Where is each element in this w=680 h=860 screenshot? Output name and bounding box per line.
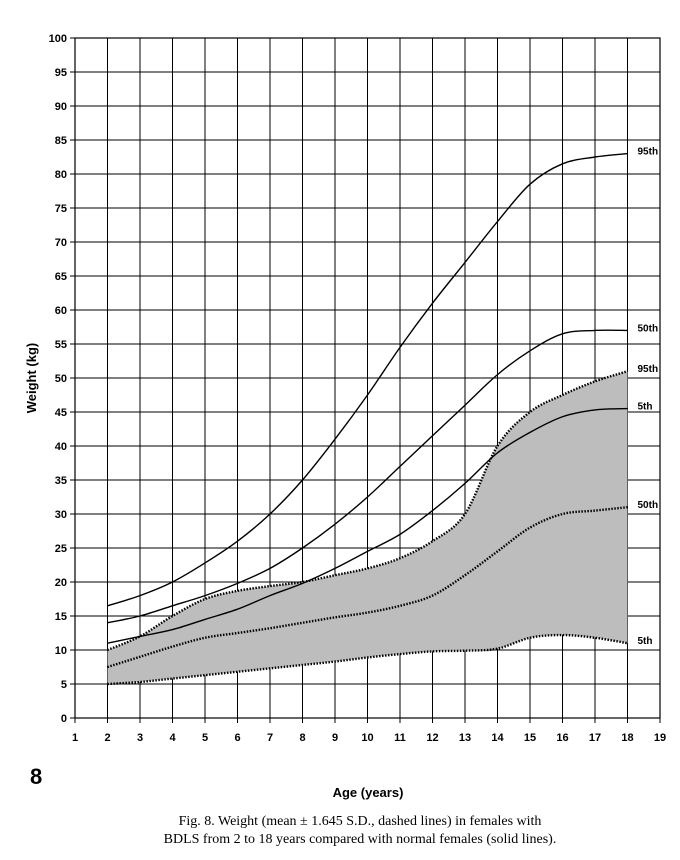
growth-chart: 0510152025303540455055606570758085909510… (24, 33, 666, 800)
figure-caption: Fig. 8. Weight (mean ± 1.645 S.D., dashe… (60, 813, 660, 849)
normal-50th-line (107, 329, 628, 624)
x-tick-label: 15 (524, 732, 536, 744)
x-tick-label: 10 (361, 732, 373, 744)
normal-95th-label: 95th (638, 147, 659, 158)
x-tick-label: 6 (234, 732, 240, 744)
y-tick-label: 10 (55, 645, 67, 657)
x-tick-label: 9 (332, 732, 338, 744)
bdls-5th-label: 5th (638, 636, 653, 647)
y-tick-label: 40 (55, 441, 67, 453)
x-axis-label: Age (years) (333, 785, 404, 800)
y-tick-label: 45 (55, 407, 67, 419)
y-tick-label: 20 (55, 577, 67, 589)
y-tick-label: 55 (55, 339, 67, 351)
x-tick-label: 19 (654, 732, 666, 744)
bdls-5th-line (107, 633, 628, 686)
x-tick-label: 17 (589, 732, 601, 744)
x-tick-label: 5 (202, 732, 208, 744)
y-tick-label: 60 (55, 305, 67, 317)
x-tick-label: 12 (426, 732, 438, 744)
x-tick-label: 13 (459, 732, 471, 744)
caption-line-1: Fig. 8. Weight (mean ± 1.645 S.D., dashe… (178, 814, 542, 829)
y-tick-label: 25 (55, 543, 67, 555)
y-tick-label: 90 (55, 101, 67, 113)
x-tick-label: 4 (169, 732, 176, 744)
bdls-95th-label: 95th (638, 364, 659, 375)
y-axis-label: Weight (kg) (24, 343, 39, 414)
x-tick-labels: 1 2 3 4 5 6 7 8 9 10 11 12 13 14 15 16 17 18 19 (72, 718, 666, 744)
page-number: 8 (30, 764, 43, 789)
x-tick-label: 14 (491, 732, 504, 744)
y-tick-label: 35 (55, 475, 67, 487)
x-tick-label: 18 (621, 732, 633, 744)
y-tick-label: 85 (55, 135, 67, 147)
y-tick-label: 65 (55, 271, 67, 283)
caption-line-2: BDLS from 2 to 18 years compared with no… (163, 832, 557, 847)
y-tick-label: 95 (55, 67, 67, 79)
bdls-50th-label: 50th (638, 500, 659, 511)
y-tick-label: 80 (55, 169, 67, 181)
y-tick-label: 70 (55, 237, 67, 249)
y-tick-label: 0 (61, 713, 67, 725)
y-tick-label: 75 (55, 203, 67, 215)
x-tick-label: 7 (267, 732, 273, 744)
y-tick-label: 5 (61, 679, 67, 691)
x-tick-label: 8 (299, 732, 305, 744)
series-lines (107, 152, 628, 686)
y-tick-label: 100 (49, 33, 67, 45)
normal-50th-label: 50th (638, 323, 659, 334)
bdls-50th-line (107, 506, 628, 669)
normal-5th-label: 5th (638, 402, 653, 413)
x-tick-label: 16 (556, 732, 568, 744)
y-tick-label: 15 (55, 611, 67, 623)
x-tick-label: 1 (72, 732, 78, 744)
x-tick-label: 2 (104, 732, 110, 744)
normal-5th-line (107, 407, 628, 644)
y-tick-label: 50 (55, 373, 67, 385)
x-tick-label: 3 (137, 732, 143, 744)
normal-95th-line (107, 152, 628, 607)
y-tick-label: 30 (55, 509, 67, 521)
series-labels: 95th 50th 5th 95th 50th 5th (638, 147, 659, 648)
y-tick-labels: 0 5 10 15 20 25 30 35 40 45 50 55 60 65 70 75 80 85 90 95 10… (49, 33, 75, 725)
bdls-95th-line (107, 370, 628, 652)
bdls-shaded-band (107, 371, 628, 684)
x-tick-label: 11 (394, 732, 406, 744)
